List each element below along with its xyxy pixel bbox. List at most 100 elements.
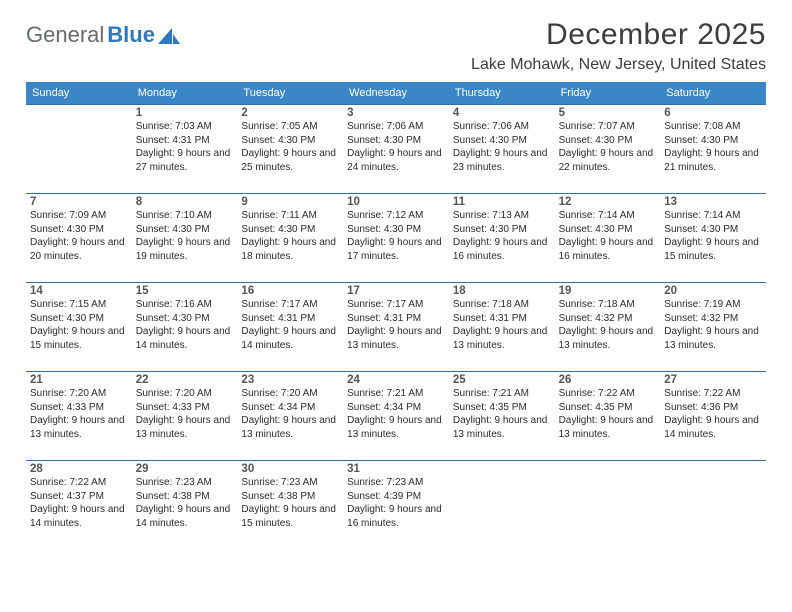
sunrise-line: Sunrise: 7:21 AM — [453, 387, 551, 401]
sunset-line: Sunset: 4:31 PM — [136, 134, 234, 148]
calendar-day-cell: 19Sunrise: 7:18 AMSunset: 4:32 PMDayligh… — [555, 283, 661, 371]
sunrise-line: Sunrise: 7:23 AM — [136, 476, 234, 490]
sunset-line: Sunset: 4:32 PM — [664, 312, 762, 326]
sunrise-line: Sunrise: 7:05 AM — [241, 120, 339, 134]
calendar-week-row: 21Sunrise: 7:20 AMSunset: 4:33 PMDayligh… — [26, 371, 766, 460]
dow-wednesday: Wednesday — [343, 83, 449, 104]
daylight-line: Daylight: 9 hours and 13 minutes. — [136, 414, 234, 441]
dow-tuesday: Tuesday — [237, 83, 343, 104]
dow-header-row: Sunday Monday Tuesday Wednesday Thursday… — [26, 82, 766, 104]
day-number: 28 — [30, 463, 128, 475]
calendar-day-cell: 27Sunrise: 7:22 AMSunset: 4:36 PMDayligh… — [660, 372, 766, 460]
daylight-line: Daylight: 9 hours and 24 minutes. — [347, 147, 445, 174]
daylight-line: Daylight: 9 hours and 13 minutes. — [559, 325, 657, 352]
calendar-day-cell: 18Sunrise: 7:18 AMSunset: 4:31 PMDayligh… — [449, 283, 555, 371]
sunrise-line: Sunrise: 7:14 AM — [664, 209, 762, 223]
day-number: 16 — [241, 285, 339, 297]
day-number: 30 — [241, 463, 339, 475]
sunset-line: Sunset: 4:38 PM — [241, 490, 339, 504]
sunrise-line: Sunrise: 7:19 AM — [664, 298, 762, 312]
sunrise-line: Sunrise: 7:18 AM — [559, 298, 657, 312]
day-number: 27 — [664, 374, 762, 386]
day-number: 10 — [347, 196, 445, 208]
day-number: 25 — [453, 374, 551, 386]
sunrise-line: Sunrise: 7:10 AM — [136, 209, 234, 223]
dow-monday: Monday — [132, 83, 238, 104]
day-number: 6 — [664, 107, 762, 119]
daylight-line: Daylight: 9 hours and 19 minutes. — [136, 236, 234, 263]
daylight-line: Daylight: 9 hours and 25 minutes. — [241, 147, 339, 174]
sunrise-line: Sunrise: 7:21 AM — [347, 387, 445, 401]
daylight-line: Daylight: 9 hours and 13 minutes. — [664, 325, 762, 352]
day-number: 17 — [347, 285, 445, 297]
sunrise-line: Sunrise: 7:22 AM — [664, 387, 762, 401]
logo-text-blue: Blue — [107, 24, 155, 46]
calendar-day-cell: 28Sunrise: 7:22 AMSunset: 4:37 PMDayligh… — [26, 461, 132, 549]
sunset-line: Sunset: 4:30 PM — [559, 134, 657, 148]
calendar-week-row: 1Sunrise: 7:03 AMSunset: 4:31 PM Daylight… — [26, 104, 766, 193]
calendar-week-row: 28Sunrise: 7:22 AMSunset: 4:37 PMDayligh… — [26, 460, 766, 549]
calendar-day-cell: 1Sunrise: 7:03 AMSunset: 4:31 PMDaylight… — [132, 105, 238, 193]
calendar-day-cell: 12Sunrise: 7:14 AMSunset: 4:30 PMDayligh… — [555, 194, 661, 282]
daylight-line: Daylight: 9 hours and 14 minutes. — [241, 325, 339, 352]
daylight-line: Daylight: 9 hours and 17 minutes. — [347, 236, 445, 263]
sunset-line: Sunset: 4:30 PM — [30, 312, 128, 326]
day-number: 29 — [136, 463, 234, 475]
daylight-line: Daylight: 9 hours and 16 minutes. — [453, 236, 551, 263]
sunrise-line: Sunrise: 7:18 AM — [453, 298, 551, 312]
calendar-day-cell: 2Sunrise: 7:05 AMSunset: 4:30 PMDaylight… — [237, 105, 343, 193]
day-number: 3 — [347, 107, 445, 119]
calendar-day-cell: 30Sunrise: 7:23 AMSunset: 4:38 PMDayligh… — [237, 461, 343, 549]
daylight-line: Daylight: 9 hours and 21 minutes. — [664, 147, 762, 174]
sunset-line: Sunset: 4:30 PM — [453, 223, 551, 237]
day-number: 7 — [30, 196, 128, 208]
calendar-day-cell — [555, 461, 661, 549]
calendar-day-cell: 17Sunrise: 7:17 AMSunset: 4:31 PMDayligh… — [343, 283, 449, 371]
day-number: 20 — [664, 285, 762, 297]
sunset-line: Sunset: 4:34 PM — [241, 401, 339, 415]
daylight-line: Daylight: 9 hours and 13 minutes. — [347, 414, 445, 441]
day-number: 31 — [347, 463, 445, 475]
daylight-line: Daylight: 9 hours and 15 minutes. — [30, 325, 128, 352]
day-number: 15 — [136, 285, 234, 297]
calendar-day-cell — [660, 461, 766, 549]
dow-thursday: Thursday — [449, 83, 555, 104]
calendar-day-cell: 23Sunrise: 7:20 AMSunset: 4:34 PMDayligh… — [237, 372, 343, 460]
calendar-day-cell: 24Sunrise: 7:21 AMSunset: 4:34 PMDayligh… — [343, 372, 449, 460]
sunset-line: Sunset: 4:37 PM — [30, 490, 128, 504]
daylight-line: Daylight: 9 hours and 14 minutes. — [30, 503, 128, 530]
day-number: 4 — [453, 107, 551, 119]
sunset-line: Sunset: 4:30 PM — [136, 223, 234, 237]
calendar-grid: Sunday Monday Tuesday Wednesday Thursday… — [26, 82, 766, 549]
location-subtitle: Lake Mohawk, New Jersey, United States — [471, 56, 766, 74]
daylight-line: Daylight: 9 hours and 23 minutes. — [453, 147, 551, 174]
sunrise-line: Sunrise: 7:13 AM — [453, 209, 551, 223]
daylight-line: Daylight: 9 hours and 13 minutes. — [453, 325, 551, 352]
calendar-day-cell — [26, 105, 132, 193]
daylight-line: Daylight: 9 hours and 14 minutes. — [136, 503, 234, 530]
calendar-day-cell: 13Sunrise: 7:14 AMSunset: 4:30 PMDayligh… — [660, 194, 766, 282]
sunrise-line: Sunrise: 7:03 AM — [136, 120, 234, 134]
sunset-line: Sunset: 4:33 PM — [136, 401, 234, 415]
dow-friday: Friday — [555, 83, 661, 104]
sunset-line: Sunset: 4:31 PM — [347, 312, 445, 326]
calendar-day-cell: 10Sunrise: 7:12 AMSunset: 4:30 PMDayligh… — [343, 194, 449, 282]
sunset-line: Sunset: 4:35 PM — [453, 401, 551, 415]
title-block: December 2025 Lake Mohawk, New Jersey, U… — [471, 18, 766, 74]
calendar-day-cell: 4Sunrise: 7:06 AMSunset: 4:30 PMDaylight… — [449, 105, 555, 193]
calendar-week-row: 7Sunrise: 7:09 AMSunset: 4:30 PMDaylight… — [26, 193, 766, 282]
sunrise-line: Sunrise: 7:08 AM — [664, 120, 762, 134]
sunset-line: Sunset: 4:30 PM — [453, 134, 551, 148]
page-header: General Blue December 2025 Lake Mohawk, … — [26, 18, 766, 74]
calendar-day-cell: 25Sunrise: 7:21 AMSunset: 4:35 PMDayligh… — [449, 372, 555, 460]
sunset-line: Sunset: 4:30 PM — [241, 134, 339, 148]
day-number: 9 — [241, 196, 339, 208]
sunrise-line: Sunrise: 7:23 AM — [347, 476, 445, 490]
day-number: 18 — [453, 285, 551, 297]
day-number: 1 — [136, 107, 234, 119]
sunrise-line: Sunrise: 7:15 AM — [30, 298, 128, 312]
daylight-line: Daylight: 9 hours and 15 minutes. — [664, 236, 762, 263]
logo: General Blue — [26, 18, 180, 46]
sunrise-line: Sunrise: 7:20 AM — [30, 387, 128, 401]
sunrise-line: Sunrise: 7:22 AM — [559, 387, 657, 401]
